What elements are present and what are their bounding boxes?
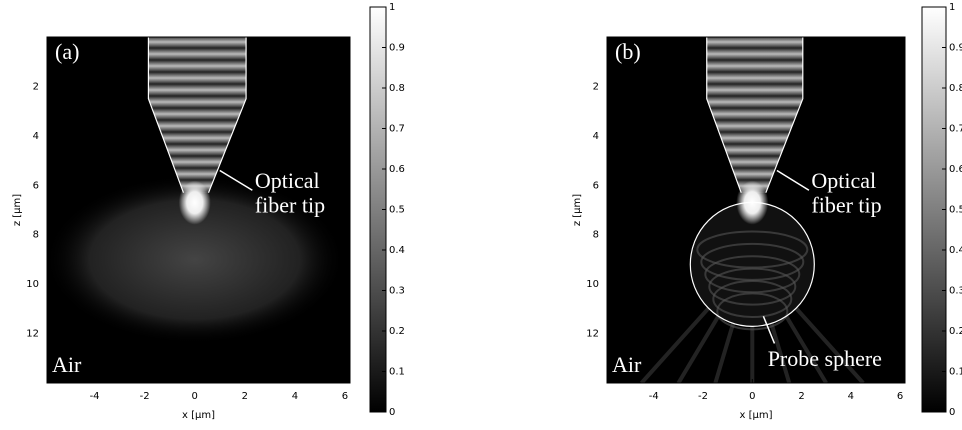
annotation: Optical — [811, 168, 876, 193]
colorbar-tick-label: 0.2 — [389, 326, 405, 337]
colorbar-tick-label: 0.6 — [949, 164, 962, 175]
y-axis-label: z [μm] — [572, 194, 583, 226]
y-axis-label: z [μm] — [12, 194, 23, 226]
colorbar-tick-label: 0.2 — [949, 326, 962, 337]
colorbar-tick-label: 0.6 — [389, 164, 405, 175]
y-tick-label: 8 — [33, 230, 39, 241]
colorbar-tick-label: 0.8 — [389, 83, 405, 94]
x-tick-label: 0 — [192, 391, 198, 402]
y-tick-label: 12 — [586, 329, 599, 340]
x-tick-label: -2 — [698, 391, 708, 402]
colorbar-tick-label: 0.9 — [389, 43, 405, 54]
colorbar-tick-label: 0 — [389, 407, 395, 418]
annotation: Optical — [255, 168, 320, 193]
medium-label: Air — [612, 352, 642, 377]
x-tick-label: 4 — [848, 391, 854, 402]
colorbar-tick-label: 0.7 — [389, 124, 405, 135]
fiber-spot — [179, 181, 211, 225]
y-tick-label: 6 — [593, 180, 599, 191]
y-tick-label: 4 — [33, 131, 39, 142]
colorbar-tick-label: 0.9 — [949, 43, 962, 54]
figure: -4-2024624681012x [μm]z [μm](a)AirOptica… — [0, 0, 962, 430]
y-tick-label: 6 — [33, 180, 39, 191]
annotation: Probe sphere — [768, 346, 882, 371]
panel-label: (b) — [615, 39, 641, 64]
colorbar-tick-label: 0.4 — [389, 245, 405, 256]
y-tick-label: 2 — [33, 81, 39, 92]
y-tick-label: 8 — [593, 230, 599, 241]
colorbar-tick-label: 0.7 — [949, 124, 962, 135]
y-tick-label: 10 — [586, 279, 599, 290]
panel-label: (a) — [55, 39, 79, 64]
x-tick-label: -2 — [140, 391, 150, 402]
colorbar-tick-label: 0.3 — [949, 286, 962, 297]
x-tick-label: 2 — [242, 391, 248, 402]
annotation: fiber tip — [811, 193, 881, 218]
y-tick-label: 4 — [593, 131, 599, 142]
colorbar-tick-label: 0.5 — [389, 205, 405, 216]
colorbar-tick-label: 0.8 — [949, 83, 962, 94]
x-tick-label: -4 — [649, 391, 659, 402]
colorbar-tick-label: 1 — [949, 2, 955, 13]
colorbar-tick-label: 1 — [389, 2, 395, 13]
x-tick-label: -4 — [90, 391, 100, 402]
colorbar-tick-label: 0.3 — [389, 286, 405, 297]
x-axis-label: x [μm] — [739, 410, 772, 421]
x-tick-label: 6 — [897, 391, 903, 402]
x-tick-label: 2 — [798, 391, 804, 402]
colorbar-tick-label: 0 — [949, 407, 955, 418]
x-tick-label: 0 — [749, 391, 755, 402]
colorbar-tick-label: 0.5 — [949, 205, 962, 216]
y-tick-label: 2 — [593, 81, 599, 92]
y-tick-label: 10 — [26, 279, 39, 290]
x-tick-label: 6 — [342, 391, 348, 402]
x-axis-label: x [μm] — [182, 410, 215, 421]
annotation: fiber tip — [255, 193, 325, 218]
x-tick-label: 4 — [292, 391, 298, 402]
colorbar-tick-label: 0.1 — [949, 367, 962, 378]
y-tick-label: 12 — [26, 329, 39, 340]
medium-label: Air — [52, 352, 82, 377]
colorbar-tick-label: 0.4 — [949, 245, 962, 256]
colorbar-tick-label: 0.1 — [389, 367, 405, 378]
